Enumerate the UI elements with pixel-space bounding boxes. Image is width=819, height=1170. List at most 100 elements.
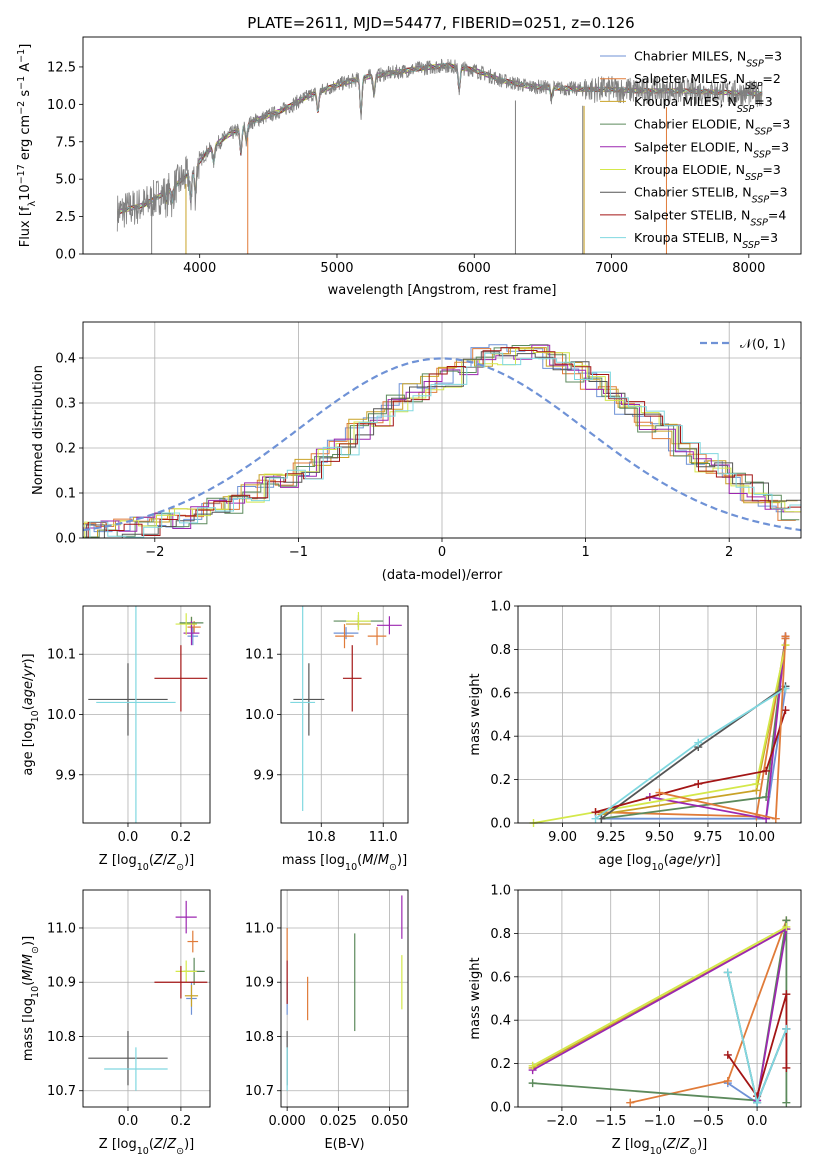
y-tick-label: 10.1 xyxy=(47,648,76,663)
x-tick-label: 0.2 xyxy=(171,830,192,845)
errorbar-point xyxy=(377,616,402,635)
axes-frame xyxy=(82,889,211,1108)
y-tick-label: 0.6 xyxy=(490,686,511,701)
mass-weight-marker xyxy=(781,706,790,715)
massweight_vs_Z-panel: −2.0 −1.5 −1.0 −0.5 0.0 0.0 0.2 0.4 0.6 0.8 1.0 Z [… xyxy=(468,884,802,1157)
y-tick-label: 0.0 xyxy=(490,1101,511,1116)
y-tick-label: 0.8 xyxy=(490,927,511,942)
y-tick-label: 9.9 xyxy=(55,768,76,783)
residual-histogram-7 xyxy=(85,351,801,538)
errorbars xyxy=(88,900,208,1091)
x-tick-label: 11.0 xyxy=(369,830,398,845)
x-tick-label: −1.0 xyxy=(644,1114,676,1129)
y-tick-label: 5.0 xyxy=(55,173,76,188)
mass-weight-marker xyxy=(723,1076,732,1085)
mass-weight-marker xyxy=(626,1098,635,1107)
axes-frame xyxy=(82,605,211,824)
x-tick-label: 2 xyxy=(725,545,733,560)
y-axis-label: mass weight xyxy=(468,673,483,755)
legend-label: Kroupa STELIB, NSSP=3 xyxy=(634,230,778,251)
x-tick-label: 10.00 xyxy=(738,830,775,845)
mass-weight-marker xyxy=(723,1050,732,1059)
legend-label: Chabrier STELIB, NSSP=3 xyxy=(634,185,788,206)
y-axis-label: Normed distribution xyxy=(31,365,46,495)
x-tick-label: −1 xyxy=(289,545,308,560)
mass-weight-marker xyxy=(591,814,600,823)
x-axis-label: Z [log10(Z/Z⊙)] xyxy=(99,853,194,873)
panels: 4000 5000 6000 7000 80000.02.55.07.510.012.5… xyxy=(16,36,802,1157)
mass-weight-marker xyxy=(782,1098,791,1107)
y-tick-label: 10.1 xyxy=(245,648,274,663)
residuals-panel: −2 −1 0 1 2 0.0 0.1 0.2 0.3 0.4 (data-model)/error… xyxy=(31,321,802,583)
y-tick-label: 0.2 xyxy=(490,1057,511,1072)
y-tick-label: 10.8 xyxy=(245,1030,274,1045)
y-tick-label: 10.0 xyxy=(245,708,274,723)
errorbar-point xyxy=(154,965,208,999)
errorbar-point xyxy=(293,663,325,736)
errorbar-point xyxy=(333,627,359,640)
x-axis-label: Z [log10(Z/Z⊙)] xyxy=(612,1137,707,1157)
y-tick-label: 10.9 xyxy=(245,976,274,991)
mass_vs_ebv-panel: 0.000 0.025 0.050 10.7 10.8 10.9 11.0 E(B-V) xyxy=(245,889,409,1152)
age_vs_mass-panel: 10.8 11.0 9.9 10.0 10.1 mass [log10(M/M⊙)] xyxy=(245,605,409,873)
residual-histogram-3 xyxy=(83,347,798,538)
y-tick-label: 10.0 xyxy=(47,98,76,113)
mass-weight-marker xyxy=(753,1098,762,1107)
y-tick-label: 0.4 xyxy=(55,352,76,367)
errorbar-point xyxy=(175,960,197,983)
y-tick-label: 2.5 xyxy=(55,210,76,225)
errorbars xyxy=(290,606,402,811)
x-tick-label: 8000 xyxy=(732,261,765,276)
y-axis-label: mass [log10(M/M⊙)] xyxy=(21,936,41,1061)
x-tick-label: 9.00 xyxy=(548,830,577,845)
mass-weight-marker xyxy=(655,788,664,797)
residual-histogram-9 xyxy=(89,352,801,538)
spectrum-lines xyxy=(116,58,763,254)
x-tick-label: −1.5 xyxy=(595,1114,627,1129)
mass-weight-marker xyxy=(694,738,703,747)
x-tick-label: 0.0 xyxy=(747,1114,768,1129)
x-tick-label: 0.000 xyxy=(269,1114,306,1129)
errorbar-point xyxy=(290,606,316,811)
y-tick-label: 0.8 xyxy=(490,643,511,658)
x-tick-label: 4000 xyxy=(183,261,216,276)
mass-weight-marker xyxy=(771,814,780,823)
legend-label: Salpeter STELIB, NSSP=4 xyxy=(634,207,786,228)
y-tick-label: 0.4 xyxy=(490,1014,511,1029)
x-axis-label: age [log10(age/yr)] xyxy=(598,853,720,873)
errorbars xyxy=(286,895,403,1091)
x-tick-label: 0.025 xyxy=(320,1114,357,1129)
mass-weight-marker xyxy=(782,922,791,931)
x-tick-label: 9.75 xyxy=(693,830,722,845)
x-axis-label: wavelength [Angstrom, rest frame] xyxy=(328,283,557,298)
residual-histogram-5 xyxy=(83,344,801,538)
x-tick-label: 0.2 xyxy=(171,1114,192,1129)
spectrum-panel: 4000 5000 6000 7000 8000 0.0 2.5 5.0 7.5 10.0 12.5… xyxy=(16,36,802,298)
errorbar-point xyxy=(187,930,199,953)
y-tick-label: 0.2 xyxy=(55,442,76,457)
axes-frame xyxy=(280,605,409,824)
x-tick-label: 5000 xyxy=(320,261,353,276)
errorbar-point xyxy=(88,1031,168,1086)
mass-weight-marker xyxy=(528,1079,537,1088)
legend-label: 𝒩(0, 1) xyxy=(740,336,786,351)
axes-frame xyxy=(517,605,802,824)
x-axis-label: E(B-V) xyxy=(324,1137,364,1152)
residual-histogram-8 xyxy=(87,347,801,538)
mass-weight-marker xyxy=(723,968,732,977)
errorbar-point xyxy=(175,613,197,635)
x-tick-label: 6000 xyxy=(458,261,491,276)
observed-spectrum-line xyxy=(116,58,763,232)
y-tick-label: 10.7 xyxy=(47,1084,76,1099)
y-tick-label: 0.2 xyxy=(490,773,511,788)
x-tick-label: 7000 xyxy=(595,261,628,276)
mass-weight-marker xyxy=(782,990,791,999)
mass-weight-lines xyxy=(529,632,790,827)
axes-frame xyxy=(280,889,409,1108)
legend-label: Salpeter MILES, NSSP=2 xyxy=(634,71,781,92)
mass-weight-marker xyxy=(694,779,703,788)
x-tick-label: 0 xyxy=(438,545,446,560)
mass-weight-marker xyxy=(782,1024,791,1033)
mass-weight-marker xyxy=(781,632,790,641)
